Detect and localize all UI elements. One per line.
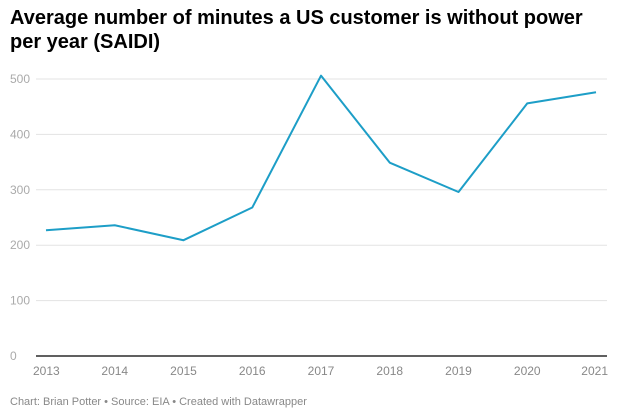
chart-footer: Chart: Brian Potter • Source: EIA • Crea… <box>10 396 307 408</box>
x-tick-label: 2020 <box>514 364 541 378</box>
x-tick-label: 2017 <box>308 364 335 378</box>
x-tick-label: 2014 <box>101 364 128 378</box>
y-tick-label: 200 <box>10 238 30 252</box>
x-tick-label: 2018 <box>376 364 403 378</box>
y-tick-label: 0 <box>10 349 17 363</box>
series-line <box>45 74 597 242</box>
x-tick-label: 2021 <box>581 364 608 378</box>
x-tick-label: 2015 <box>170 364 197 378</box>
x-tick-label: 2013 <box>33 364 60 378</box>
x-tick-label: 2016 <box>239 364 266 378</box>
y-tick-label: 400 <box>10 127 30 141</box>
y-tick-label: 100 <box>10 294 30 308</box>
y-tick-label: 300 <box>10 183 30 197</box>
y-tick-label: 500 <box>10 72 30 86</box>
x-tick-label: 2019 <box>445 364 472 378</box>
chart-title: Average number of minutes a US customer … <box>10 7 583 53</box>
